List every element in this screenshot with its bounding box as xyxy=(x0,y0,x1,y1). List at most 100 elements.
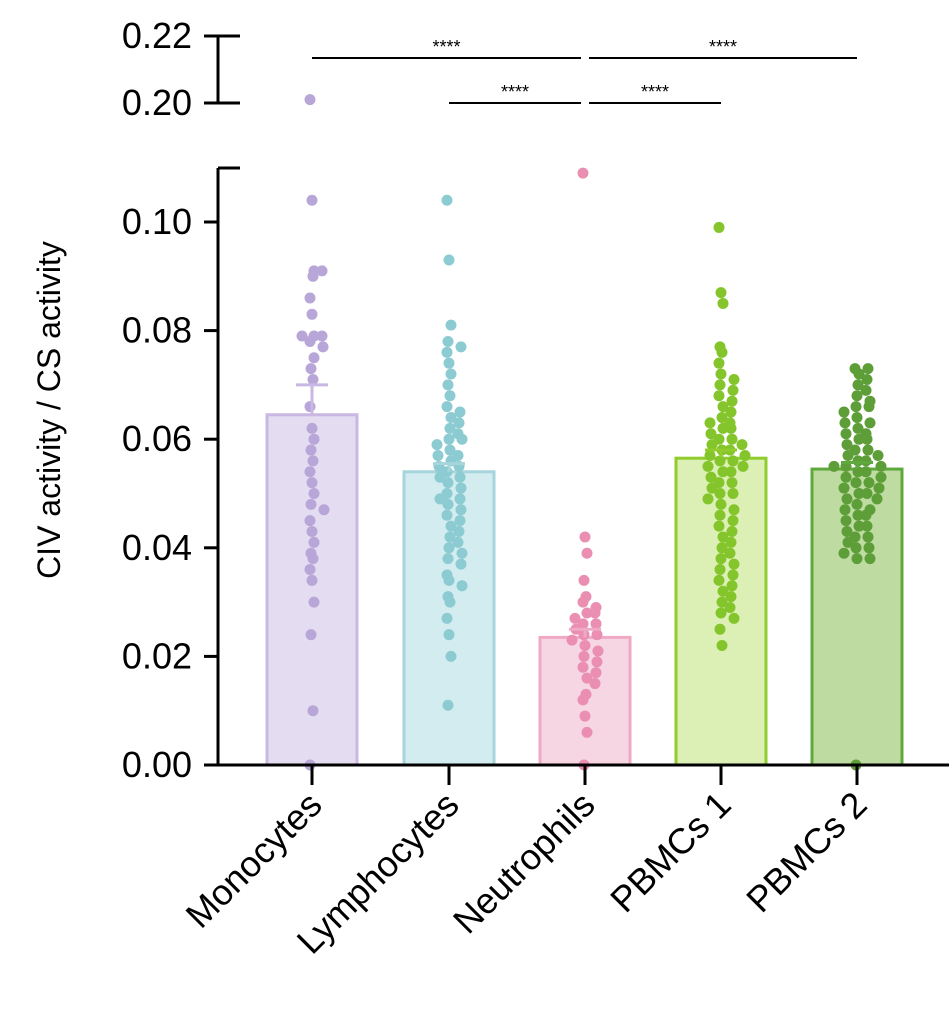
data-point xyxy=(716,640,728,652)
data-point xyxy=(443,542,455,554)
data-point xyxy=(725,406,737,418)
data-point xyxy=(864,417,876,429)
data-point xyxy=(445,319,457,331)
data-point xyxy=(862,444,874,456)
data-point xyxy=(591,629,603,641)
data-point xyxy=(717,531,729,543)
data-point xyxy=(875,471,887,483)
data-point xyxy=(442,553,454,565)
data-point xyxy=(454,471,466,483)
data-point xyxy=(432,449,444,461)
category-label: PBMCs 1 xyxy=(602,784,739,921)
data-point xyxy=(714,509,726,521)
data-point xyxy=(456,547,468,559)
data-point xyxy=(853,488,865,499)
data-point xyxy=(861,488,873,499)
data-point xyxy=(307,455,319,467)
data-point xyxy=(443,254,455,266)
data-point xyxy=(841,439,853,451)
data-point xyxy=(305,444,317,456)
data-point xyxy=(717,585,729,597)
data-point xyxy=(702,460,714,472)
data-point xyxy=(860,466,872,478)
data-point xyxy=(715,607,727,619)
data-point xyxy=(713,520,725,532)
data-point xyxy=(306,422,318,434)
data-point xyxy=(860,455,872,467)
data-point xyxy=(316,265,328,277)
data-point xyxy=(443,357,455,369)
data-point xyxy=(714,379,726,391)
data-point xyxy=(853,368,865,380)
data-point xyxy=(702,493,714,505)
data-point xyxy=(296,330,308,342)
data-point xyxy=(728,612,740,624)
data-point xyxy=(304,94,316,106)
y-axis-title: CIV activity / CS activity xyxy=(31,241,67,579)
data-point xyxy=(578,650,590,662)
data-point xyxy=(581,547,593,559)
data-point xyxy=(307,373,319,385)
data-point xyxy=(861,373,873,385)
data-point xyxy=(726,433,738,445)
data-point xyxy=(715,368,727,380)
data-point xyxy=(853,520,865,532)
data-point xyxy=(851,390,863,402)
data-point xyxy=(577,661,589,673)
data-point xyxy=(871,493,883,505)
data-point xyxy=(739,449,751,461)
data-point xyxy=(581,726,593,738)
data-point xyxy=(863,477,875,489)
data-point xyxy=(727,569,739,581)
significance-label: **** xyxy=(501,82,529,102)
data-point xyxy=(308,433,320,445)
data-point xyxy=(442,335,454,347)
data-point xyxy=(728,373,740,385)
data-point xyxy=(838,482,850,494)
data-point xyxy=(431,439,443,451)
data-point xyxy=(716,411,728,423)
data-point xyxy=(714,455,726,467)
data-point xyxy=(444,596,456,608)
data-point xyxy=(443,574,455,586)
data-point xyxy=(455,341,467,353)
data-point xyxy=(873,482,885,494)
data-point xyxy=(726,477,738,489)
data-point xyxy=(716,542,728,554)
data-point xyxy=(592,645,604,657)
data-point xyxy=(306,574,318,586)
data-point xyxy=(306,477,318,489)
data-point xyxy=(454,493,466,505)
significance-layer: **** **** **** **** xyxy=(312,37,857,104)
data-point xyxy=(454,406,466,418)
data-point xyxy=(875,460,887,472)
data-point xyxy=(456,433,468,445)
category-label: Neutrophils xyxy=(445,784,603,942)
data-point xyxy=(840,428,852,440)
data-point xyxy=(727,515,739,527)
data-point xyxy=(715,287,727,299)
data-point xyxy=(590,667,602,679)
data-point xyxy=(591,656,603,668)
data-point xyxy=(307,270,319,282)
data-point xyxy=(704,449,716,461)
data-point xyxy=(716,596,728,608)
y-tick-label: 0.20 xyxy=(122,82,192,123)
data-point xyxy=(305,629,317,641)
data-point xyxy=(839,504,851,516)
data-point xyxy=(852,466,864,478)
y-tick-label: 0.10 xyxy=(122,201,192,242)
data-point xyxy=(455,482,467,494)
data-point xyxy=(728,558,740,570)
data-point xyxy=(717,466,729,478)
error-bars-layer xyxy=(296,383,873,638)
y-tick-label: 0.02 xyxy=(122,635,192,676)
data-point xyxy=(441,509,453,521)
data-point xyxy=(714,623,726,635)
data-point xyxy=(840,471,852,483)
data-point xyxy=(851,411,863,423)
data-point xyxy=(444,444,456,456)
data-point xyxy=(862,363,874,375)
data-point xyxy=(852,379,864,391)
